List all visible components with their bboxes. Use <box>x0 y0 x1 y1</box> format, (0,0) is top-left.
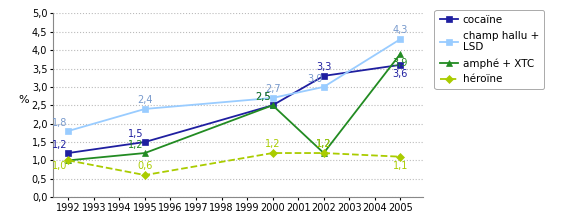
amphé + XTC <box>269 104 276 107</box>
champ hallu +
LSD <box>65 130 72 132</box>
champ hallu +
LSD <box>141 108 148 110</box>
Text: 3,6: 3,6 <box>393 69 408 79</box>
Text: 1,2: 1,2 <box>316 139 332 149</box>
amphé + XTC <box>141 152 148 154</box>
Line: cocaïne: cocaïne <box>65 62 403 156</box>
héroïne <box>320 152 328 154</box>
Line: héroïne: héroïne <box>65 150 403 178</box>
héroïne <box>397 155 404 158</box>
Text: 3,3: 3,3 <box>316 62 332 72</box>
Text: 1,5: 1,5 <box>128 129 143 139</box>
Text: 1,0: 1,0 <box>52 161 67 171</box>
Text: 1,1: 1,1 <box>393 161 408 171</box>
cocaïne <box>269 104 276 107</box>
Text: 1,2: 1,2 <box>52 140 67 150</box>
héroïne <box>269 152 276 154</box>
Text: 1,8: 1,8 <box>52 118 67 128</box>
Text: 1,2: 1,2 <box>128 140 143 150</box>
Text: 2,5: 2,5 <box>256 92 271 102</box>
cocaïne <box>65 152 72 154</box>
héroïne <box>65 159 72 162</box>
Text: 2,7: 2,7 <box>265 84 280 94</box>
Text: 3,0: 3,0 <box>307 74 322 84</box>
Text: 4,3: 4,3 <box>393 26 408 35</box>
Line: champ hallu +
LSD: champ hallu + LSD <box>65 36 403 134</box>
Legend: cocaïne, champ hallu +
LSD, amphé + XTC, héroïne: cocaïne, champ hallu + LSD, amphé + XTC,… <box>435 10 544 89</box>
cocaïne <box>320 75 328 77</box>
amphé + XTC <box>397 52 404 55</box>
Text: 3,9: 3,9 <box>393 58 408 68</box>
Line: amphé + XTC: amphé + XTC <box>65 50 404 164</box>
champ hallu +
LSD <box>320 86 328 88</box>
champ hallu +
LSD <box>269 97 276 99</box>
cocaïne <box>397 64 404 66</box>
Text: 2,5: 2,5 <box>256 92 271 102</box>
héroïne <box>141 174 148 177</box>
cocaïne <box>141 141 148 143</box>
champ hallu +
LSD <box>397 38 404 41</box>
Y-axis label: %: % <box>18 95 29 105</box>
Text: 1,2: 1,2 <box>316 139 332 149</box>
Text: 2,4: 2,4 <box>137 95 153 105</box>
amphé + XTC <box>65 159 72 162</box>
Text: 0,6: 0,6 <box>137 162 152 171</box>
Text: 1,2: 1,2 <box>265 139 280 149</box>
amphé + XTC <box>320 152 328 154</box>
